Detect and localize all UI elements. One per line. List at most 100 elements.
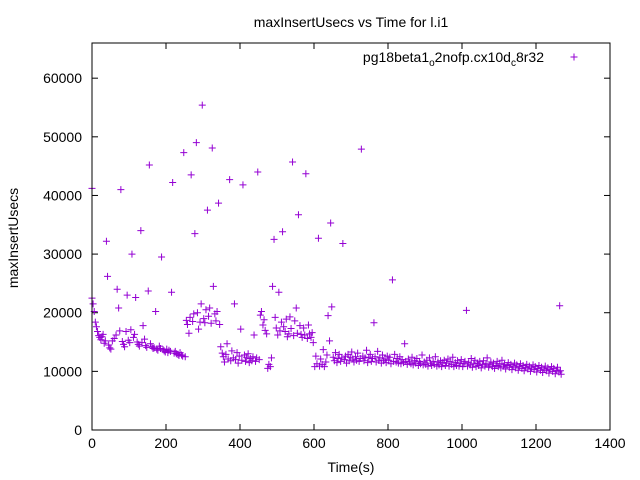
data-point	[391, 350, 399, 358]
data-point	[304, 321, 312, 329]
data-point	[418, 351, 426, 359]
x-tick-label: 0	[88, 435, 96, 451]
data-point	[234, 359, 242, 367]
data-point	[217, 343, 225, 351]
data-point	[238, 356, 246, 364]
data-point	[404, 355, 412, 363]
data-point	[324, 312, 332, 320]
data-point	[97, 336, 105, 344]
data-point	[272, 324, 280, 332]
data-point	[301, 331, 309, 339]
data-point	[254, 168, 262, 176]
data-point	[322, 358, 330, 366]
y-tick-label: 10000	[43, 363, 82, 379]
data-point	[329, 353, 337, 361]
data-point	[128, 250, 136, 258]
data-point	[367, 357, 375, 365]
x-tick-label: 800	[376, 435, 400, 451]
data-point	[388, 276, 396, 284]
data-point	[243, 353, 251, 361]
data-point	[319, 346, 327, 354]
data-point	[92, 323, 100, 331]
legend-text-part: pg18beta1	[363, 49, 429, 65]
data-point	[91, 318, 99, 326]
data-point	[526, 367, 534, 375]
data-point	[408, 353, 416, 361]
data-point	[138, 339, 146, 347]
data-point	[348, 348, 356, 356]
data-point	[209, 282, 217, 290]
data-point	[533, 368, 541, 376]
x-tick-label: 200	[154, 435, 178, 451]
data-point	[202, 306, 210, 314]
data-point	[143, 343, 151, 351]
data-point	[112, 331, 120, 339]
data-point	[459, 363, 467, 371]
data-point	[366, 350, 374, 358]
y-tick-label: 50000	[43, 129, 82, 145]
data-point	[449, 353, 457, 361]
data-point	[365, 353, 373, 361]
data-point	[467, 354, 475, 362]
data-point	[270, 235, 278, 243]
data-point	[127, 326, 135, 334]
data-point	[271, 313, 279, 321]
data-point	[545, 369, 553, 377]
data-point	[477, 364, 485, 372]
data-point	[274, 331, 282, 339]
data-point	[514, 366, 522, 374]
data-point	[281, 327, 289, 335]
data-point	[553, 363, 561, 371]
data-point	[104, 272, 112, 280]
data-point	[260, 316, 268, 324]
data-point	[309, 339, 317, 347]
data-point	[263, 330, 271, 338]
data-point	[212, 317, 220, 325]
data-point	[312, 352, 320, 360]
y-tick-label: 20000	[43, 305, 82, 321]
data-point	[235, 352, 243, 360]
data-point	[228, 347, 236, 355]
data-point	[218, 349, 226, 357]
data-point	[294, 211, 302, 219]
data-point	[232, 356, 240, 364]
data-point	[275, 288, 283, 296]
data-point	[249, 353, 257, 361]
data-point	[455, 362, 463, 370]
data-point	[398, 356, 406, 364]
data-point	[216, 320, 224, 328]
data-point	[220, 358, 228, 366]
y-tick-label: 30000	[43, 246, 82, 262]
data-point	[183, 320, 191, 328]
data-point	[206, 304, 214, 312]
data-point	[195, 325, 203, 333]
data-point	[293, 329, 301, 337]
data-point	[364, 359, 372, 367]
data-point	[385, 356, 393, 364]
legend-text-part: 8r32	[516, 49, 544, 65]
data-point	[345, 357, 353, 365]
data-point	[482, 360, 490, 368]
data-point	[129, 333, 137, 341]
data-point	[126, 339, 134, 347]
data-point	[360, 357, 368, 365]
data-point	[244, 350, 252, 358]
plot-frame	[91, 42, 611, 431]
data-point	[200, 315, 208, 323]
data-point	[242, 357, 250, 365]
data-point	[252, 357, 260, 365]
data-point	[197, 300, 205, 308]
data-point	[121, 343, 129, 351]
data-point	[139, 322, 147, 330]
data-point	[141, 335, 149, 343]
data-point	[328, 303, 336, 311]
data-point	[198, 101, 206, 109]
data-point	[230, 300, 238, 308]
data-point	[291, 317, 299, 325]
data-point	[123, 291, 131, 299]
data-point	[192, 139, 200, 147]
legend-label: pg18beta1o2nofp.cx10dc8r32	[363, 49, 544, 69]
data-point	[357, 145, 365, 153]
data-point	[250, 331, 258, 339]
